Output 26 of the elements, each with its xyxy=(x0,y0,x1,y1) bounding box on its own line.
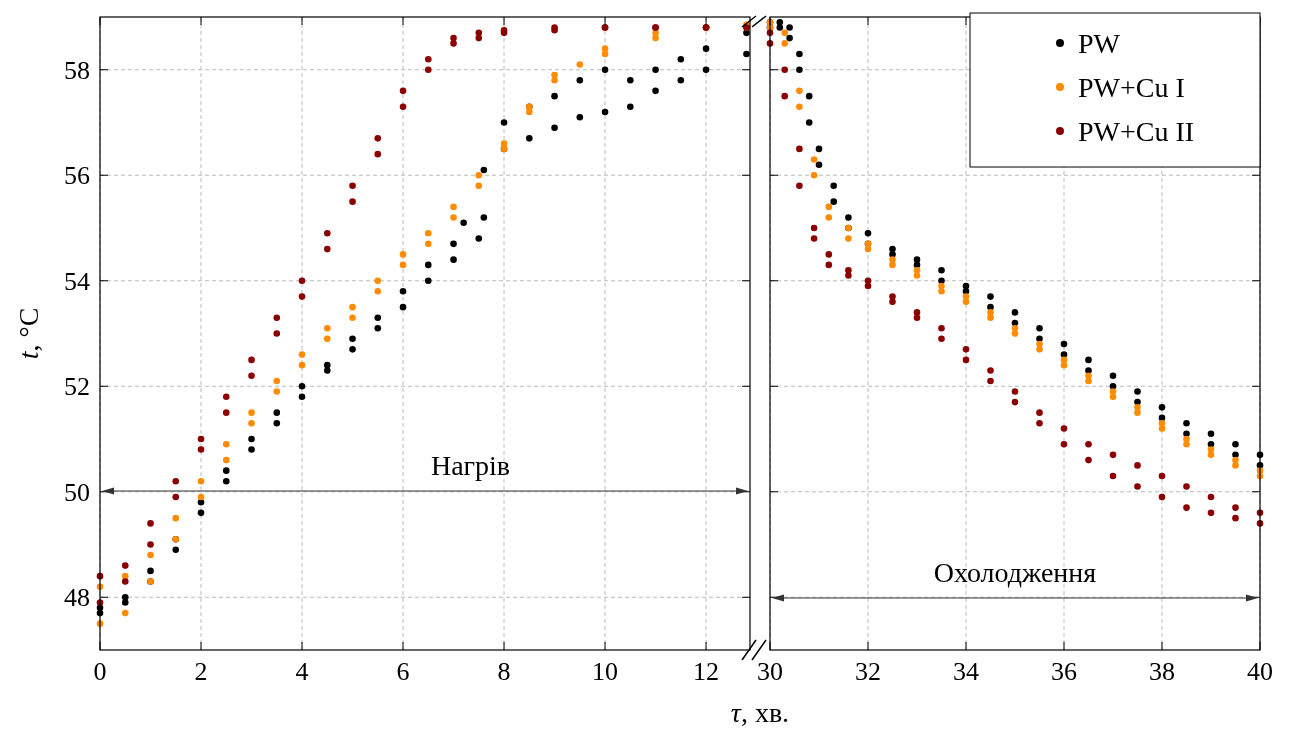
y-tick-label: 58 xyxy=(64,55,90,85)
x-tick-label: 34 xyxy=(953,657,979,686)
x-tick-label: 6 xyxy=(396,657,410,686)
y-axis-title: t, °C xyxy=(13,307,44,360)
x-tick-label: 32 xyxy=(855,657,881,686)
annotation: Нагрів xyxy=(430,450,511,481)
y-tick-label: 48 xyxy=(64,583,90,613)
x-tick-label: 40 xyxy=(1247,657,1273,686)
y-tick-label: 54 xyxy=(64,266,90,296)
y-tick-label: 56 xyxy=(64,161,90,191)
legend-label: PW+Cu II xyxy=(1078,116,1195,147)
x-tick-label: 12 xyxy=(693,657,720,686)
x-tick-label: 2 xyxy=(194,657,208,686)
x-tick-label: 36 xyxy=(1051,657,1077,686)
x-tick-label: 0 xyxy=(93,657,107,686)
x-tick-label: 38 xyxy=(1149,657,1175,686)
legend-label: PW+Cu I xyxy=(1078,72,1185,103)
x-tick-label: 8 xyxy=(497,657,511,686)
legend-label: PW xyxy=(1078,28,1121,59)
x-tick-label: 30 xyxy=(757,657,783,686)
annotation: Охолодження xyxy=(933,557,1097,588)
x-axis-title: τ, хв. xyxy=(730,697,790,728)
x-tick-label: 10 xyxy=(592,657,619,686)
y-tick-label: 50 xyxy=(64,477,90,507)
x-tick-label: 4 xyxy=(295,657,309,686)
y-tick-label: 52 xyxy=(64,372,90,402)
